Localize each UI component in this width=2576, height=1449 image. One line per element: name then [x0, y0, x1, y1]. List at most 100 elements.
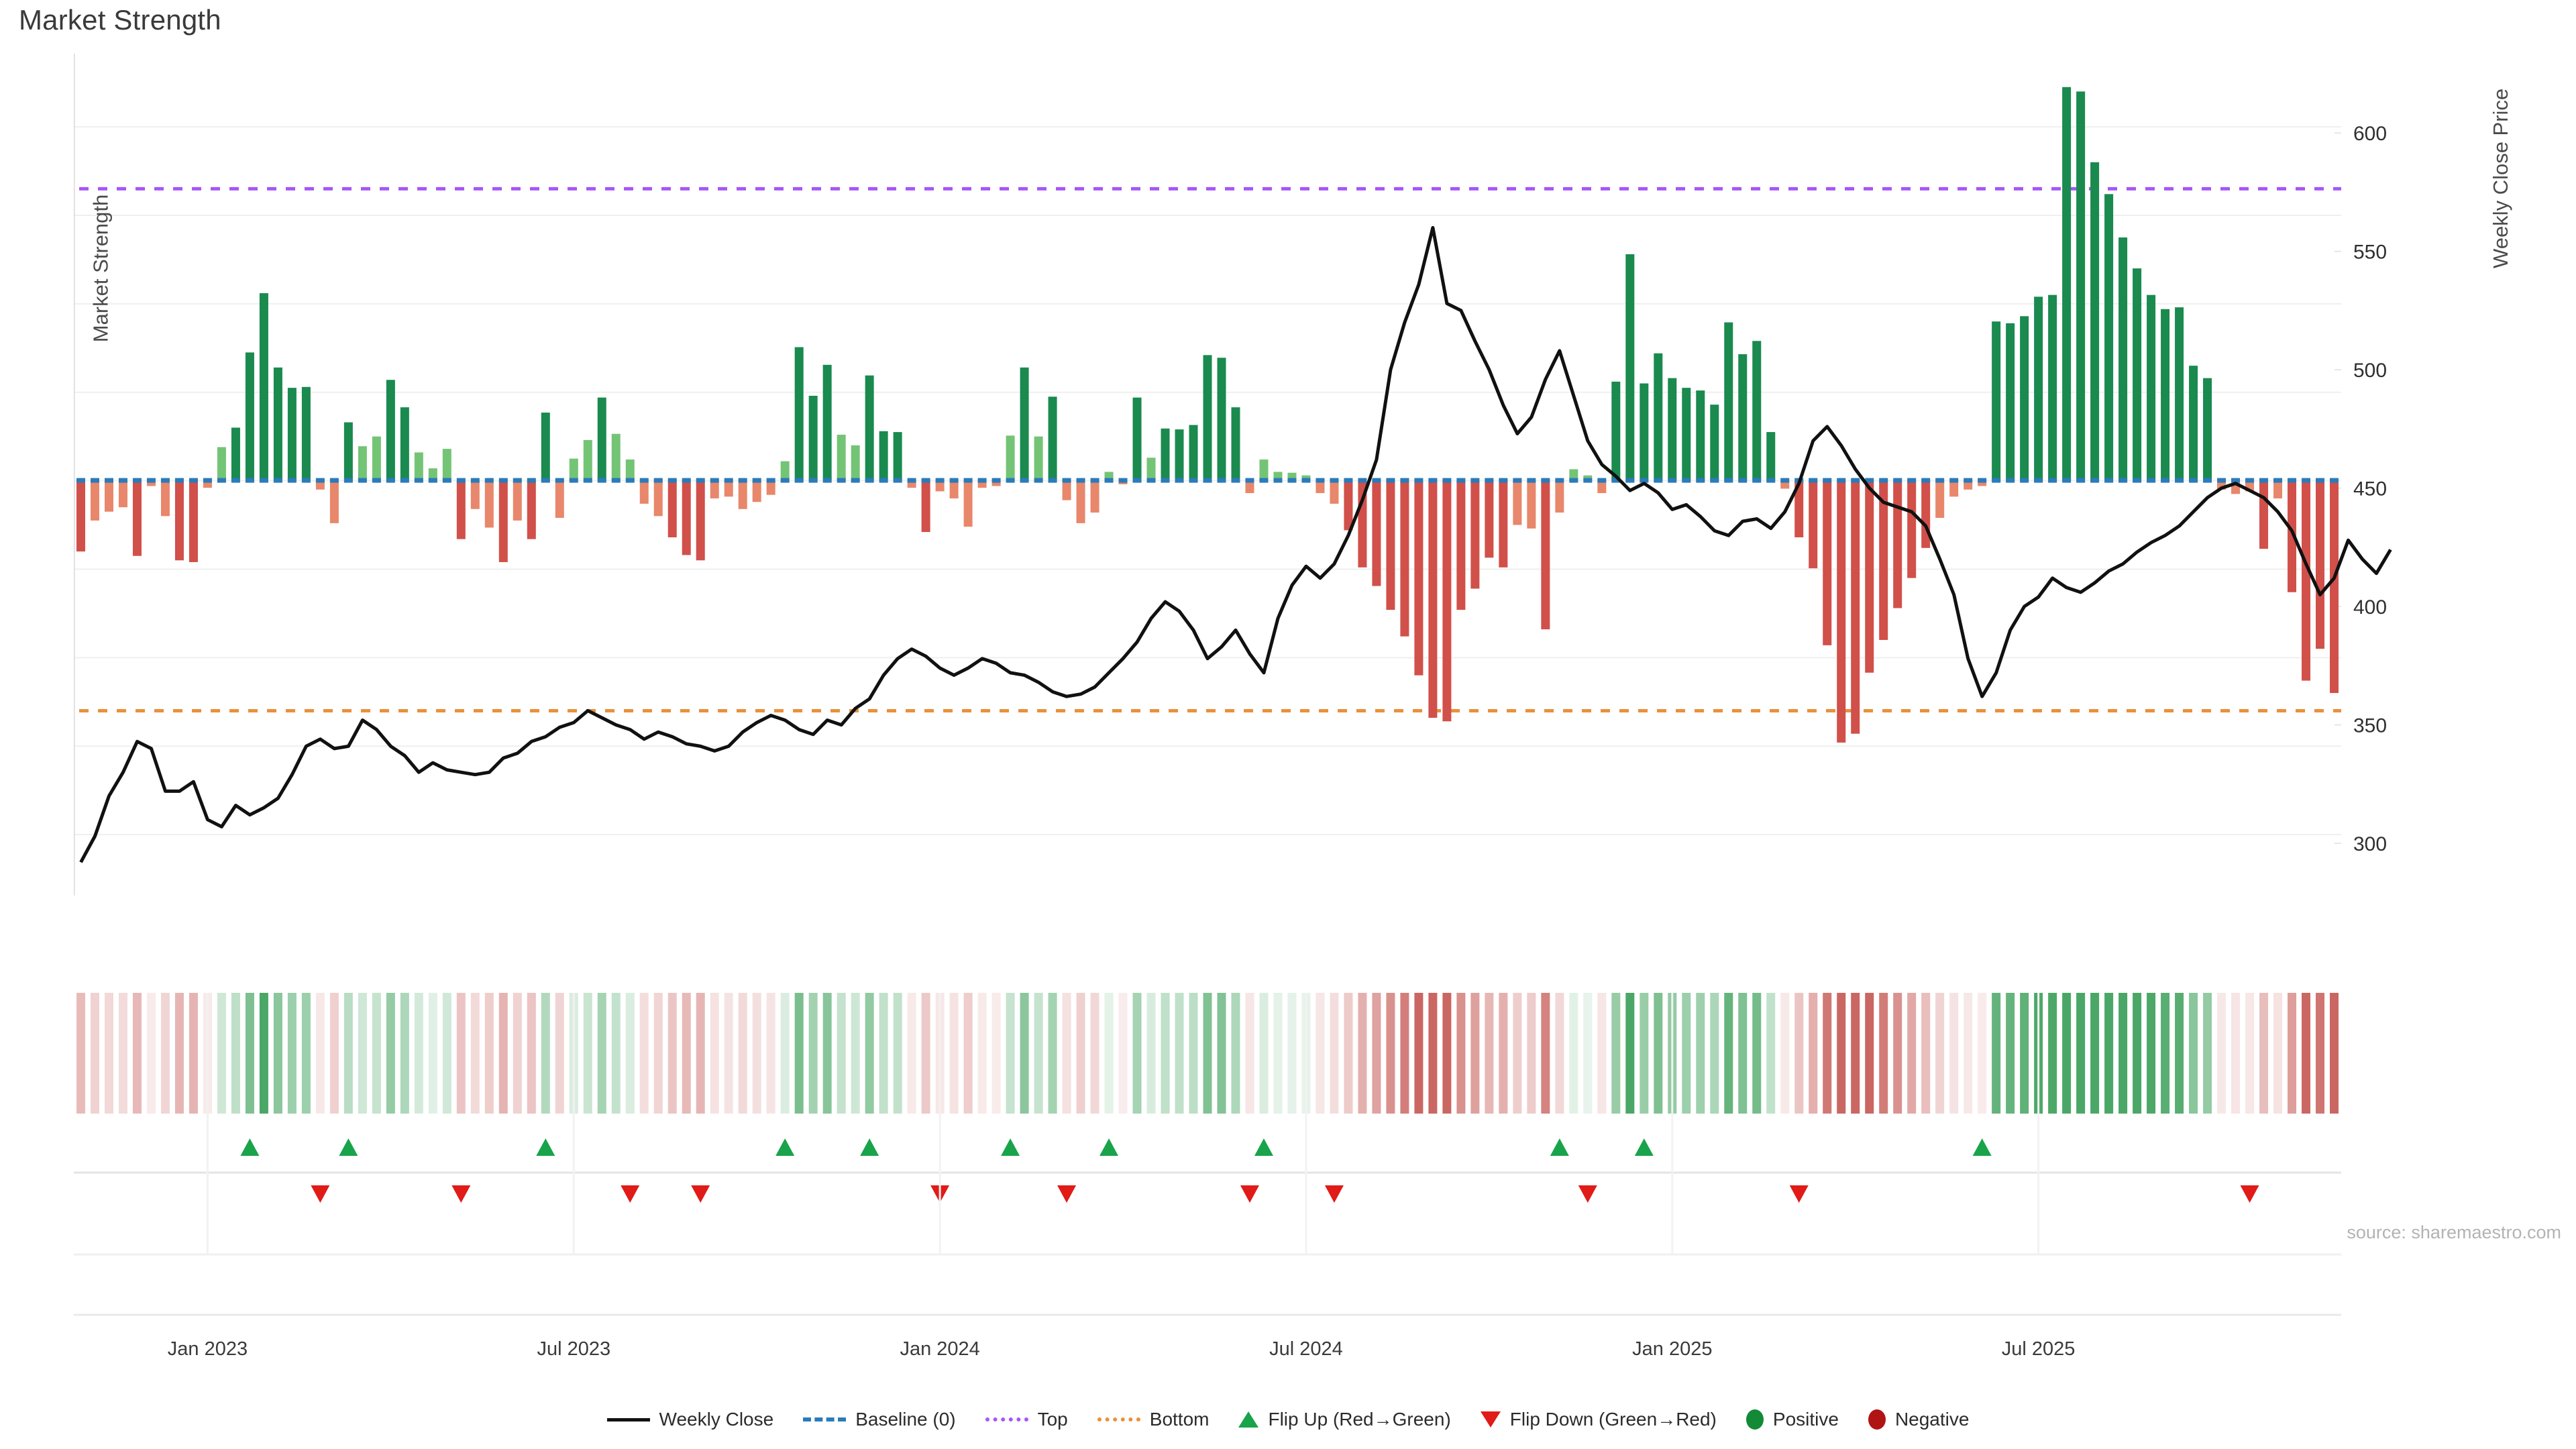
- strength-bar[interactable]: [76, 480, 86, 552]
- strength-bar[interactable]: [2288, 480, 2297, 592]
- heatmap-cell[interactable]: [1428, 993, 1438, 1114]
- heatmap-cell[interactable]: [372, 993, 381, 1114]
- strength-bar[interactable]: [2076, 91, 2086, 481]
- heatmap-cell[interactable]: [2076, 993, 2086, 1114]
- strength-bar[interactable]: [1456, 480, 1466, 610]
- strength-bar[interactable]: [132, 480, 142, 556]
- heatmap-cell[interactable]: [1949, 993, 1959, 1114]
- heatmap-cell[interactable]: [1625, 993, 1635, 1114]
- heatmap-cell[interactable]: [1513, 993, 1522, 1114]
- flip-up-marker[interactable]: [339, 1138, 358, 1156]
- heatmap-cell[interactable]: [2259, 993, 2269, 1114]
- strength-bar[interactable]: [977, 480, 987, 488]
- heatmap-cell[interactable]: [2090, 993, 2100, 1114]
- heatmap-cell[interactable]: [738, 993, 747, 1114]
- strength-bar[interactable]: [851, 445, 860, 481]
- heatmap-cell[interactable]: [1386, 993, 1395, 1114]
- legend-item-6[interactable]: Positive: [1746, 1409, 1839, 1430]
- strength-bar[interactable]: [1710, 405, 1719, 481]
- heatmap-cell[interactable]: [822, 993, 832, 1114]
- strength-bar[interactable]: [935, 480, 945, 492]
- flip-down-marker[interactable]: [2240, 1185, 2259, 1203]
- strength-bar[interactable]: [794, 347, 804, 481]
- heatmap-cell[interactable]: [1499, 993, 1508, 1114]
- heatmap-cell[interactable]: [837, 993, 846, 1114]
- heatmap-cell[interactable]: [1738, 993, 1748, 1114]
- heatmap-cell[interactable]: [2133, 993, 2142, 1114]
- strength-bar[interactable]: [766, 480, 775, 495]
- heatmap-cell[interactable]: [2288, 993, 2297, 1114]
- heatmap-cell[interactable]: [2147, 993, 2156, 1114]
- heatmap-cell[interactable]: [597, 993, 606, 1114]
- strength-bar[interactable]: [470, 480, 480, 509]
- strength-bar[interactable]: [1527, 480, 1536, 529]
- heatmap-cell[interactable]: [231, 993, 240, 1114]
- strength-bar[interactable]: [1048, 396, 1057, 481]
- strength-bar[interactable]: [2034, 297, 2043, 481]
- strength-bar[interactable]: [2133, 268, 2142, 481]
- strength-bar[interactable]: [1372, 480, 1381, 586]
- strength-bar[interactable]: [1597, 480, 1607, 494]
- strength-bar[interactable]: [358, 446, 367, 481]
- flip-up-marker[interactable]: [1550, 1138, 1569, 1156]
- strength-bar[interactable]: [1893, 480, 1902, 608]
- heatmap-cell[interactable]: [1555, 993, 1564, 1114]
- strength-bar[interactable]: [1442, 480, 1452, 722]
- strength-bar[interactable]: [2006, 323, 2015, 481]
- heatmap-cell[interactable]: [1485, 993, 1494, 1114]
- heatmap-cell[interactable]: [2231, 993, 2241, 1114]
- strength-bar[interactable]: [118, 480, 127, 508]
- strength-bar[interactable]: [1964, 480, 1973, 490]
- strength-bar[interactable]: [949, 480, 959, 498]
- strength-bar[interactable]: [400, 407, 409, 481]
- heatmap-cell[interactable]: [977, 993, 987, 1114]
- flip-down-marker[interactable]: [621, 1185, 640, 1203]
- strength-bar[interactable]: [174, 480, 184, 561]
- heatmap-cell[interactable]: [625, 993, 635, 1114]
- strength-bar[interactable]: [837, 435, 846, 481]
- strength-bar[interactable]: [808, 396, 818, 481]
- heatmap-cell[interactable]: [1724, 993, 1733, 1114]
- strength-bar[interactable]: [1555, 480, 1564, 513]
- strength-bar[interactable]: [1428, 480, 1438, 718]
- strength-bar[interactable]: [1738, 354, 1748, 481]
- heatmap-cell[interactable]: [2316, 993, 2325, 1114]
- strength-bar[interactable]: [1076, 480, 1085, 523]
- heatmap-cell[interactable]: [1034, 993, 1043, 1114]
- strength-bar[interactable]: [1485, 480, 1494, 558]
- heatmap-cell[interactable]: [1442, 993, 1452, 1114]
- strength-bar[interactable]: [1330, 480, 1339, 504]
- strength-bar[interactable]: [738, 480, 747, 509]
- heatmap-cell[interactable]: [1809, 993, 1818, 1114]
- heatmap-cell[interactable]: [301, 993, 311, 1114]
- strength-bar[interactable]: [1344, 480, 1353, 531]
- strength-bar[interactable]: [2118, 237, 2128, 481]
- strength-bar[interactable]: [2090, 162, 2100, 481]
- strength-bar[interactable]: [1823, 480, 1832, 645]
- strength-bar[interactable]: [921, 480, 930, 533]
- heatmap-cell[interactable]: [1372, 993, 1381, 1114]
- strength-bar[interactable]: [1287, 472, 1297, 481]
- heatmap-cell[interactable]: [879, 993, 888, 1114]
- strength-bar[interactable]: [513, 480, 522, 521]
- heatmap-cell[interactable]: [2302, 993, 2311, 1114]
- heatmap-cell[interactable]: [1217, 993, 1226, 1114]
- strength-bar[interactable]: [329, 480, 339, 523]
- strength-bar[interactable]: [442, 449, 451, 481]
- heatmap-cell[interactable]: [1696, 993, 1705, 1114]
- strength-bar[interactable]: [879, 431, 888, 481]
- heatmap-cell[interactable]: [1992, 993, 2001, 1114]
- strength-bar[interactable]: [1696, 390, 1705, 481]
- strength-bar[interactable]: [1682, 388, 1691, 481]
- strength-bar[interactable]: [625, 459, 635, 481]
- heatmap-cell[interactable]: [1794, 993, 1804, 1114]
- strength-bar[interactable]: [1217, 358, 1226, 481]
- strength-bar[interactable]: [1175, 429, 1184, 481]
- strength-bar[interactable]: [1625, 254, 1635, 481]
- heatmap-cell[interactable]: [245, 993, 254, 1114]
- heatmap-cell[interactable]: [1203, 993, 1212, 1114]
- strength-bar[interactable]: [2329, 480, 2339, 694]
- strength-bar[interactable]: [1414, 480, 1424, 676]
- flip-up-marker[interactable]: [1254, 1138, 1273, 1156]
- strength-bar[interactable]: [1231, 407, 1240, 481]
